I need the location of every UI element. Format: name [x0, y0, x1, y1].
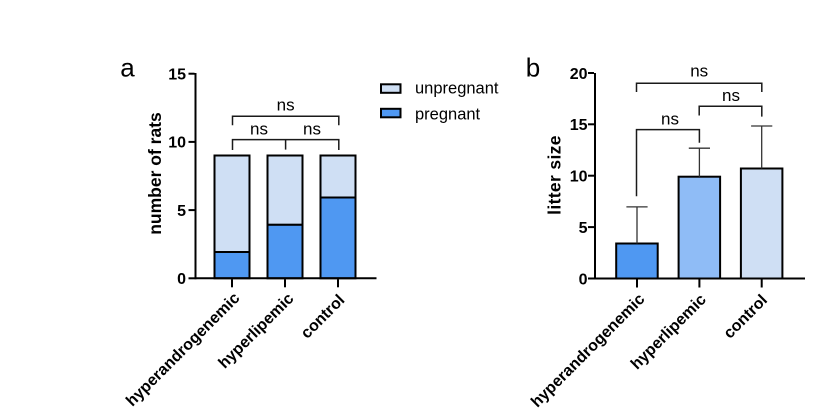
svg-text:ns: ns	[690, 62, 708, 81]
svg-text:litter size: litter size	[545, 135, 565, 215]
svg-text:15: 15	[168, 67, 186, 84]
svg-text:0: 0	[579, 271, 588, 288]
svg-text:ns: ns	[661, 109, 679, 128]
svg-text:20: 20	[570, 66, 588, 83]
svg-text:5: 5	[177, 203, 186, 220]
svg-text:10: 10	[168, 135, 186, 152]
svg-text:ns: ns	[303, 119, 321, 138]
svg-text:0: 0	[177, 271, 186, 288]
svg-text:unpregnant: unpregnant	[415, 79, 499, 97]
svg-text:a: a	[120, 53, 135, 83]
svg-text:number of rats: number of rats	[145, 112, 165, 235]
svg-text:10: 10	[570, 169, 588, 186]
svg-text:ns: ns	[722, 86, 740, 105]
svg-text:control: control	[721, 292, 771, 342]
svg-text:hyperandrogenemic: hyperandrogenemic	[528, 291, 648, 411]
svg-text:pregnant: pregnant	[415, 106, 481, 124]
svg-text:ns: ns	[277, 96, 295, 115]
svg-text:b: b	[526, 53, 540, 83]
svg-text:15: 15	[570, 117, 588, 134]
svg-text:5: 5	[579, 220, 588, 237]
svg-text:control: control	[298, 292, 348, 342]
svg-text:ns: ns	[250, 119, 268, 138]
